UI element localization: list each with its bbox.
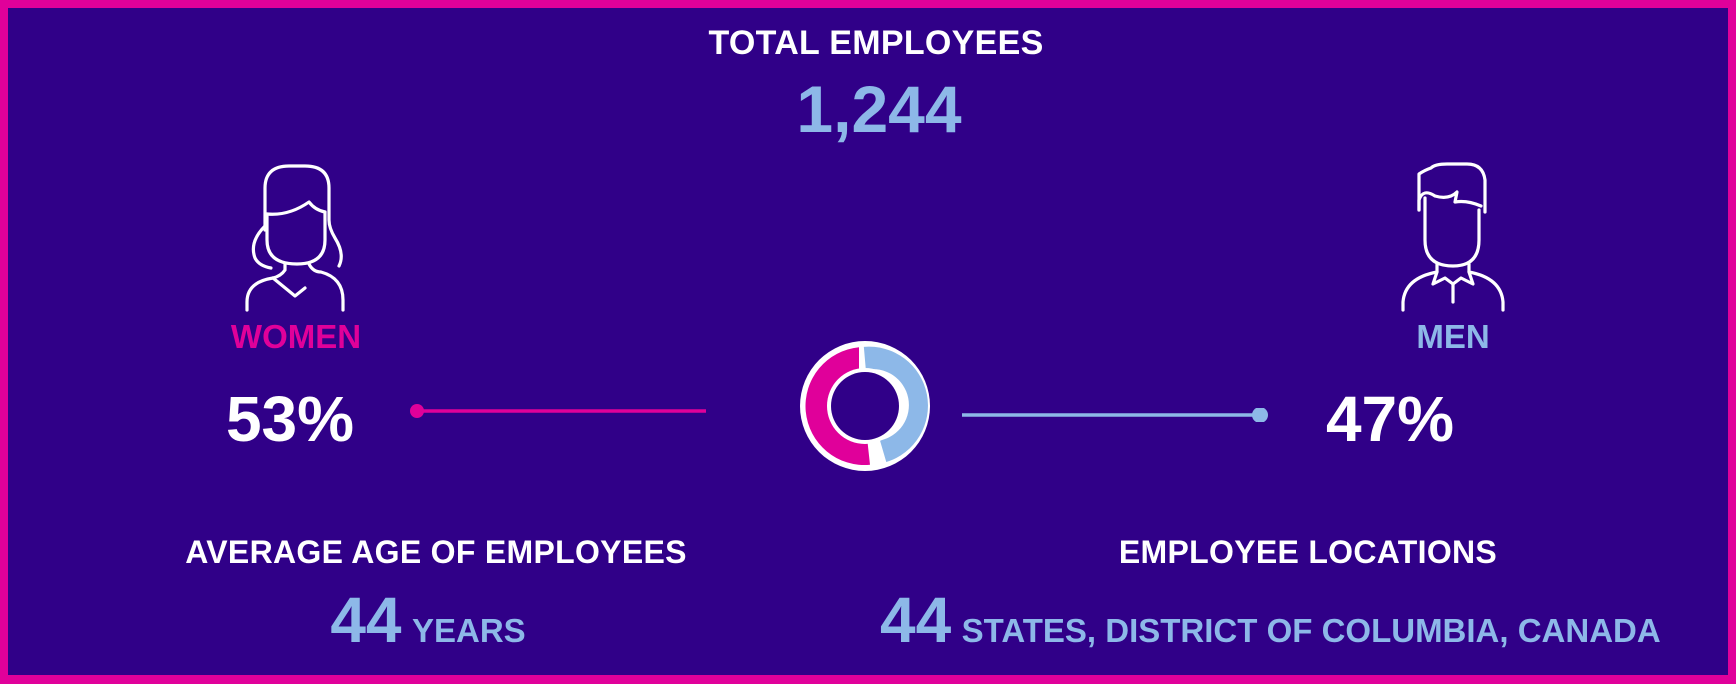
women-label: WOMEN <box>230 318 362 355</box>
women-percent: 53% <box>225 383 355 455</box>
employee-locations-detail: STATES, DISTRICT OF COLUMBIA, CANADA <box>961 612 1661 649</box>
average-age-unit: YEARS <box>411 612 526 649</box>
employee-locations-title: EMPLOYEE LOCATIONS <box>1118 534 1498 570</box>
man-icon <box>1401 160 1507 312</box>
average-age-value: 44 <box>330 584 402 656</box>
men-connector-line <box>960 408 1270 422</box>
employee-locations-value-row: 44 STATES, DISTRICT OF COLUMBIA, CANADA <box>880 588 1661 652</box>
average-age-title: AVERAGE AGE OF EMPLOYEES <box>185 534 687 570</box>
total-employees-value: 1,244 <box>796 72 962 146</box>
woman-icon <box>243 160 349 312</box>
men-label: MEN <box>1416 318 1490 355</box>
total-employees-title: TOTAL EMPLOYEES <box>708 24 1044 62</box>
gender-donut-chart <box>798 339 932 473</box>
men-percent: 47% <box>1325 383 1455 455</box>
donut-segment-women <box>805 347 870 466</box>
employee-locations-value: 44 <box>880 584 952 656</box>
women-connector-line <box>410 404 710 418</box>
average-age-value-row: 44 YEARS <box>330 588 525 652</box>
donut-segment-men <box>863 346 928 463</box>
